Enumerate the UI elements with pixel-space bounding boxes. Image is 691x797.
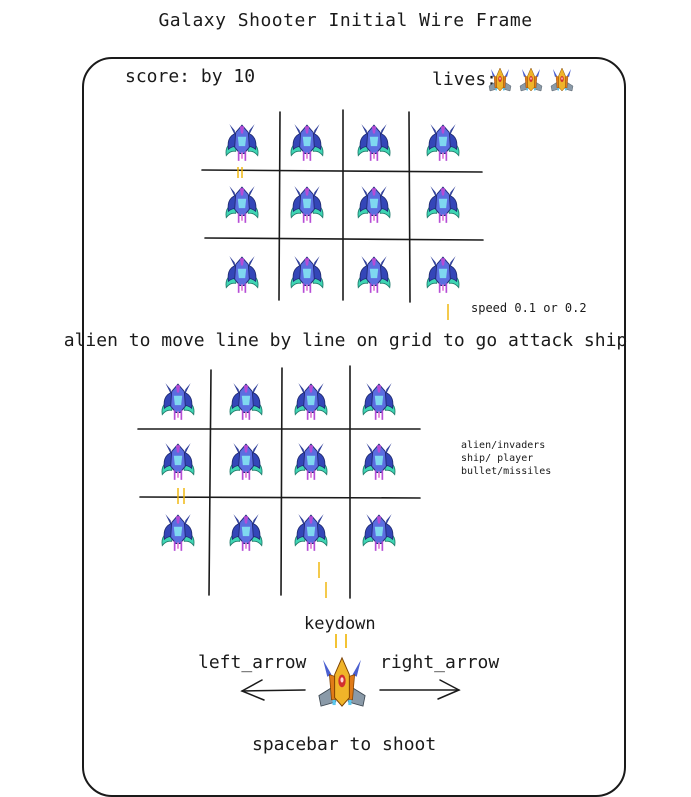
grid-bottom-line-v2 <box>280 367 283 596</box>
life-ship-icon <box>550 67 574 92</box>
bullets-bottom <box>177 488 327 598</box>
life-ship-icon <box>519 67 543 92</box>
alien-icon <box>161 382 195 421</box>
legend-item-bullets: bullet/missiles <box>461 466 552 477</box>
alien-grid-bottom-sprites <box>161 382 396 552</box>
alien-icon <box>290 123 324 162</box>
alien-grid-top <box>201 109 484 303</box>
grid-top-line-h2 <box>204 237 484 241</box>
alien-icon <box>362 442 396 481</box>
lives-ships <box>488 67 574 92</box>
alien-icon <box>426 255 460 294</box>
lives-label: lives: <box>432 69 498 90</box>
grid-top-line-h1 <box>201 169 483 173</box>
alien-icon <box>225 185 259 224</box>
grid-top-line-v1 <box>278 111 281 301</box>
alien-icon <box>357 185 391 224</box>
alien-icon <box>229 382 263 421</box>
alien-movement-caption: alien to move line by line on grid to go… <box>63 330 628 351</box>
alien-icon <box>161 513 195 552</box>
alien-icon <box>362 513 396 552</box>
alien-icon <box>225 123 259 162</box>
alien-icon <box>294 513 328 552</box>
bullets-top <box>237 167 449 320</box>
spacebar-label: spacebar to shoot <box>252 734 437 755</box>
alien-icon <box>362 382 396 421</box>
alien-icon <box>229 442 263 481</box>
keydown-label: keydown <box>304 614 376 634</box>
right-arrow-label: right_arrow <box>380 652 500 673</box>
alien-icon <box>357 255 391 294</box>
alien-icon <box>290 255 324 294</box>
alien-icon <box>426 123 460 162</box>
alien-icon <box>294 442 328 481</box>
legend-item-ship: ship/ player <box>461 453 534 464</box>
player-ship-icon <box>318 657 366 707</box>
alien-icon <box>426 185 460 224</box>
alien-grid-bottom <box>137 365 421 599</box>
right-arrow-icon <box>379 679 461 700</box>
alien-icon <box>357 123 391 162</box>
page-title: Galaxy Shooter Initial Wire Frame <box>158 10 533 31</box>
alien-icon <box>161 442 195 481</box>
alien-icon <box>225 255 259 294</box>
legend-item-aliens: alien/invaders <box>461 440 546 451</box>
alien-icon <box>294 382 328 421</box>
score-label: score: by 10 <box>125 66 256 87</box>
alien-icon <box>290 185 324 224</box>
alien-icon <box>229 513 263 552</box>
grid-top-line-v3 <box>408 111 411 303</box>
player-bullets <box>335 634 347 648</box>
speed-note: speed 0.1 or 0.2 <box>471 301 587 315</box>
left-arrow-icon <box>240 679 306 701</box>
grid-bottom-line-h2 <box>139 496 421 499</box>
sprite-legend: alien/invaders ship/ player bullet/missi… <box>461 439 551 478</box>
left-arrow-label: left_arrow <box>198 652 307 673</box>
grid-bottom-line-v1 <box>208 369 212 596</box>
life-ship-icon <box>488 67 512 92</box>
